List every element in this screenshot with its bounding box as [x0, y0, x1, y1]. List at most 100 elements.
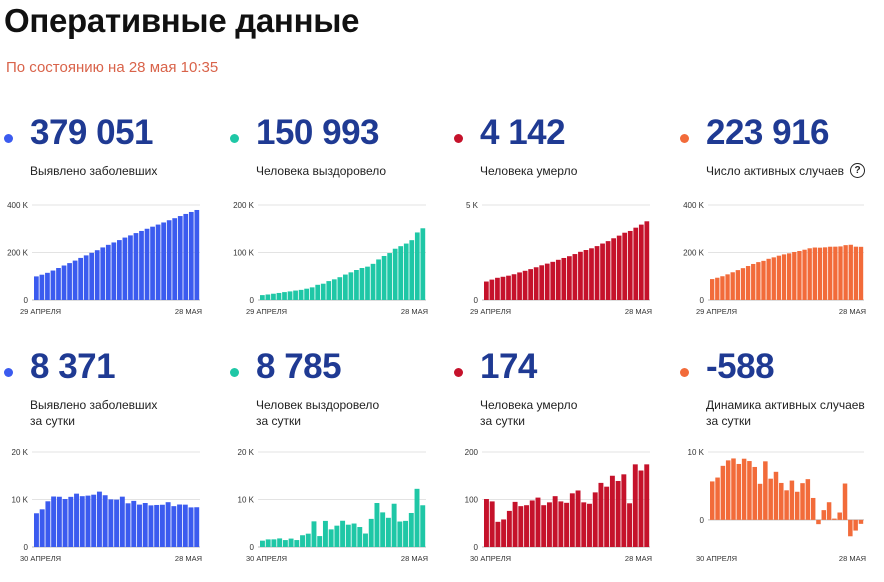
x-end-label: 28 МАЯ: [839, 554, 866, 563]
stat-value: 8 785: [256, 347, 342, 386]
bar: [761, 260, 766, 300]
legend-dot: [4, 134, 13, 143]
bar: [282, 540, 288, 547]
bar: [805, 479, 811, 520]
bar: [260, 295, 265, 300]
bar: [79, 496, 85, 547]
y-tick-label: 0: [24, 296, 29, 305]
bar: [300, 535, 305, 547]
bar: [68, 496, 74, 547]
bar: [567, 256, 572, 300]
bar: [807, 248, 812, 300]
stat-value: 379 051: [30, 113, 154, 152]
bar: [745, 266, 751, 300]
bar: [144, 228, 150, 300]
bar: [529, 500, 535, 547]
x-end-label: 28 МАЯ: [625, 307, 652, 316]
bar: [512, 501, 518, 548]
bar: [194, 507, 200, 547]
bar: [345, 524, 351, 547]
bar: [812, 247, 817, 300]
bar: [484, 281, 489, 300]
bar: [858, 519, 864, 524]
chart-active-cases: 400 K 200 K 0 29 АПРЕЛЯ 28 МАЯ: [683, 201, 866, 316]
bar: [328, 529, 334, 547]
bar: [735, 270, 740, 300]
stat-value: 150 993: [256, 113, 380, 152]
x-start-label: 29 АПРЕЛЯ: [246, 307, 287, 316]
bar: [119, 496, 125, 547]
bar: [826, 502, 832, 520]
bar: [50, 270, 56, 300]
bar: [67, 263, 72, 300]
bar: [165, 502, 171, 547]
bar: [403, 520, 409, 547]
bar: [822, 247, 828, 300]
bar: [398, 246, 404, 300]
chart-daily-active-change: 10 K 0 30 АПРЕЛЯ 28 МАЯ: [688, 448, 866, 563]
y-tick-label: 100 K: [233, 249, 255, 258]
bar: [403, 243, 409, 300]
bar: [843, 245, 848, 300]
bar: [715, 477, 720, 520]
bar: [789, 480, 795, 520]
y-tick-label: 200: [465, 448, 479, 457]
bar: [838, 246, 843, 300]
bar: [710, 279, 715, 300]
bar: [376, 259, 381, 300]
x-start-label: 30 АПРЕЛЯ: [470, 554, 511, 563]
bar: [615, 480, 621, 547]
bar: [489, 279, 495, 300]
y-tick-label: 200 K: [7, 249, 29, 258]
bar: [558, 501, 564, 547]
bar: [343, 274, 348, 300]
stat-caption-line: Выявлено заболевших: [30, 164, 158, 178]
bar: [495, 521, 501, 547]
bar: [159, 504, 165, 547]
y-tick-label: 0: [250, 296, 255, 305]
legend-dot: [680, 134, 689, 143]
bar: [108, 499, 114, 547]
bar: [177, 216, 183, 300]
bar: [627, 503, 633, 547]
x-end-label: 28 МАЯ: [175, 307, 202, 316]
bar: [771, 257, 776, 300]
y-tick-label: 10 K: [688, 448, 705, 457]
bar: [348, 272, 354, 300]
bar: [837, 512, 842, 520]
y-tick-label: 0: [700, 296, 705, 305]
bar: [128, 235, 133, 300]
bar: [177, 504, 183, 547]
bar: [730, 272, 735, 300]
bar: [587, 503, 592, 547]
bar: [604, 486, 610, 547]
bar: [848, 244, 853, 300]
bar: [182, 504, 188, 547]
bar: [528, 269, 533, 301]
bar: [45, 272, 50, 300]
bar: [420, 228, 426, 300]
bar: [298, 289, 304, 300]
bar: [816, 519, 821, 525]
bar: [131, 500, 137, 547]
bar: [397, 521, 403, 547]
bar: [391, 503, 397, 547]
bar: [853, 246, 859, 300]
bar: [501, 519, 507, 547]
bar: [331, 279, 337, 300]
stat-caption: Человек выздоровело за сутки: [256, 397, 379, 429]
y-tick-label: 10 K: [238, 496, 255, 505]
bar: [725, 274, 730, 300]
bar: [589, 248, 594, 300]
question-circle-icon[interactable]: ?: [850, 163, 866, 179]
bar: [39, 509, 45, 547]
bar: [83, 255, 89, 300]
bar: [155, 224, 161, 300]
bar: [102, 495, 108, 547]
bar: [616, 235, 622, 300]
y-tick-label: 0: [700, 516, 705, 525]
stat-caption-line: Человека умерло: [480, 164, 578, 178]
bar: [117, 240, 122, 300]
bar: [357, 527, 363, 547]
bar: [56, 496, 62, 547]
